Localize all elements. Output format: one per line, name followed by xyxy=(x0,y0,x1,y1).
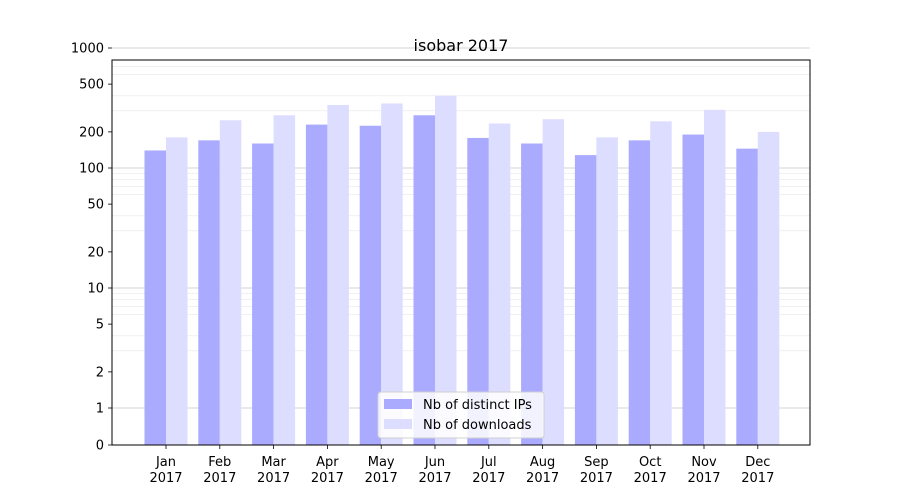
x-tick-label-year: 2017 xyxy=(311,471,344,486)
y-tick-label: 0 xyxy=(96,439,104,454)
bar-downloads-jun xyxy=(435,95,457,445)
x-tick-label-month: Mar xyxy=(261,455,286,470)
x-tick-label-month: Sep xyxy=(584,455,609,470)
bar-downloads-jul xyxy=(488,123,511,445)
x-tick-label-month: Feb xyxy=(208,455,231,470)
bar-downloads-may xyxy=(381,103,403,446)
bar-downloads-sep xyxy=(596,137,618,445)
x-tick-label-year: 2017 xyxy=(365,471,398,486)
y-tick-label: 200 xyxy=(79,125,104,140)
x-tick-label-year: 2017 xyxy=(472,471,505,486)
bar-downloads-jan xyxy=(166,137,188,445)
bar-distinct-ips-jun xyxy=(413,115,435,445)
y-tick-label: 500 xyxy=(79,78,104,93)
x-tick-label-year: 2017 xyxy=(203,471,236,486)
bar-distinct-ips-mar xyxy=(252,143,274,445)
legend-label: Nb of downloads xyxy=(423,418,532,433)
x-tick-label-nov: Nov 2017 xyxy=(687,455,720,486)
legend-swatch xyxy=(384,419,412,429)
x-tick-label-jan: Jan 2017 xyxy=(149,455,182,486)
legend: Nb of distinct IPs Nb of downloads xyxy=(377,391,545,439)
x-tick-label-year: 2017 xyxy=(526,471,559,486)
y-tick-label: 2 xyxy=(96,365,104,380)
bar-downloads-apr xyxy=(327,104,349,445)
bar-downloads-feb xyxy=(219,120,242,446)
x-tick-label-year: 2017 xyxy=(687,471,720,486)
x-tick-label-year: 2017 xyxy=(580,471,613,486)
bar-distinct-ips-jan xyxy=(144,150,166,445)
x-tick-label-month: Apr xyxy=(316,455,339,470)
x-tick-label-year: 2017 xyxy=(149,471,182,486)
bar-downloads-dec xyxy=(757,131,780,445)
bar-distinct-ips-oct xyxy=(628,140,651,445)
legend-swatch xyxy=(384,399,412,409)
y-tick-label: 10 xyxy=(87,282,104,297)
x-tick-label-sep: Sep 2017 xyxy=(580,455,613,486)
x-tick-label-year: 2017 xyxy=(634,471,667,486)
x-tick-label-month: Oct xyxy=(639,455,661,470)
x-tick-label-year: 2017 xyxy=(418,471,451,486)
y-axis: 0 1 2 5 10 20 50 100 200 500 1000 xyxy=(71,42,112,454)
chart-title: isobar 2017 xyxy=(414,36,509,55)
bar-distinct-ips-aug xyxy=(521,143,543,445)
x-tick-label-aug: Aug 2017 xyxy=(526,455,559,486)
bar-downloads-oct xyxy=(650,121,672,445)
bar-distinct-ips-dec xyxy=(736,148,758,445)
bar-distinct-ips-nov xyxy=(682,134,704,445)
x-tick-label-month: Aug xyxy=(530,455,555,470)
plot-frame xyxy=(111,59,811,446)
x-tick-label-mar: Mar 2017 xyxy=(257,455,290,486)
x-tick-label-year: 2017 xyxy=(741,471,774,486)
bar-distinct-ips-sep xyxy=(574,155,597,445)
legend-label: Nb of distinct IPs xyxy=(423,398,532,413)
x-tick-label-jul: Jul 2017 xyxy=(472,455,505,486)
bar-distinct-ips-may xyxy=(359,125,382,445)
x-tick-label-month: Nov xyxy=(691,455,717,470)
y-tick-label: 5 xyxy=(96,318,104,333)
x-tick-label-month: Jul xyxy=(480,455,497,470)
y-tick-label: 1000 xyxy=(71,42,104,57)
bar-downloads-nov xyxy=(704,109,726,445)
y-tick-label: 100 xyxy=(79,162,104,177)
bar-downloads-mar xyxy=(273,115,296,445)
x-tick-label-year: 2017 xyxy=(257,471,290,486)
bar-distinct-ips-feb xyxy=(198,140,220,445)
x-tick-label-dec: Dec 2017 xyxy=(741,455,774,486)
x-tick-label-may: May 2017 xyxy=(365,455,398,486)
legend-box xyxy=(377,391,545,439)
bar-distinct-ips-jul xyxy=(467,137,489,446)
y-tick-label: 20 xyxy=(87,245,104,260)
x-tick-label-oct: Oct 2017 xyxy=(634,455,667,486)
y-tick-label: 50 xyxy=(87,198,104,213)
x-tick-label-month: Jun xyxy=(424,455,445,470)
x-tick-label-apr: Apr 2017 xyxy=(311,455,344,486)
x-tick-label-month: Dec xyxy=(745,455,770,470)
x-tick-label-jun: Jun 2017 xyxy=(418,455,451,486)
x-tick-label-month: May xyxy=(368,455,395,470)
y-tick-label: 1 xyxy=(96,402,104,417)
x-tick-label-month: Jan xyxy=(155,455,176,470)
x-tick-label-feb: Feb 2017 xyxy=(203,455,236,486)
bar-distinct-ips-apr xyxy=(305,124,328,446)
bars xyxy=(144,95,780,446)
bar-downloads-aug xyxy=(542,119,565,445)
